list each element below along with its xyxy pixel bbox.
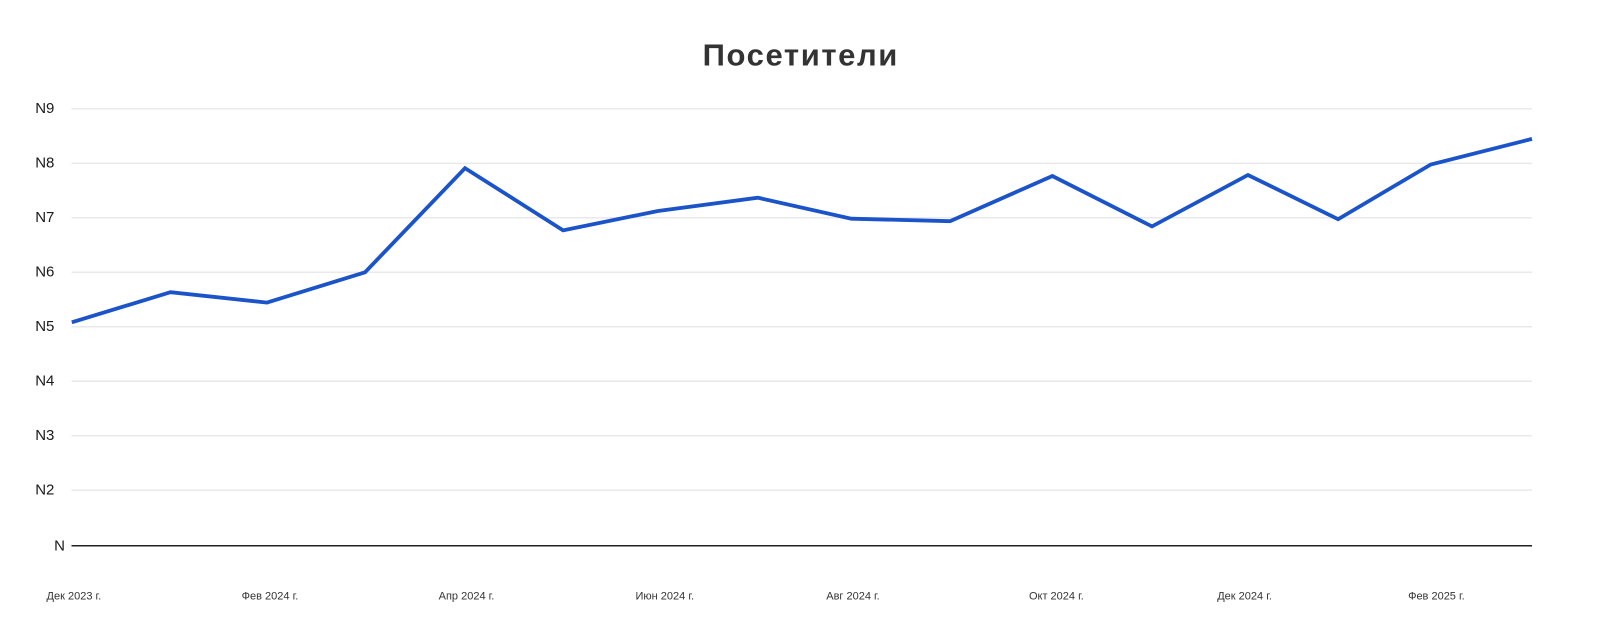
svg-text:N2: N2 <box>35 481 54 498</box>
svg-text:Фев 2024 г.: Фев 2024 г. <box>242 590 299 602</box>
svg-text:Фев 2025 г.: Фев 2025 г. <box>1408 590 1465 602</box>
svg-text:Июн 2024 г.: Июн 2024 г. <box>636 590 695 602</box>
svg-text:N9: N9 <box>35 100 54 117</box>
svg-text:Дек 2024 г.: Дек 2024 г. <box>1217 590 1272 602</box>
svg-text:N: N <box>54 538 65 555</box>
svg-text:Авг 2024 г.: Авг 2024 г. <box>826 590 880 602</box>
svg-text:Апр 2024 г.: Апр 2024 г. <box>439 590 495 602</box>
svg-text:N5: N5 <box>35 318 54 335</box>
svg-text:N3: N3 <box>35 427 54 444</box>
svg-text:Дек 2023 г.: Дек 2023 г. <box>47 590 102 602</box>
svg-text:N6: N6 <box>35 264 54 281</box>
svg-text:Посетители: Посетители <box>703 37 899 72</box>
svg-text:N4: N4 <box>35 373 54 390</box>
svg-text:N8: N8 <box>35 155 54 172</box>
svg-text:Окт 2024 г.: Окт 2024 г. <box>1029 590 1084 602</box>
svg-text:N7: N7 <box>35 209 54 226</box>
